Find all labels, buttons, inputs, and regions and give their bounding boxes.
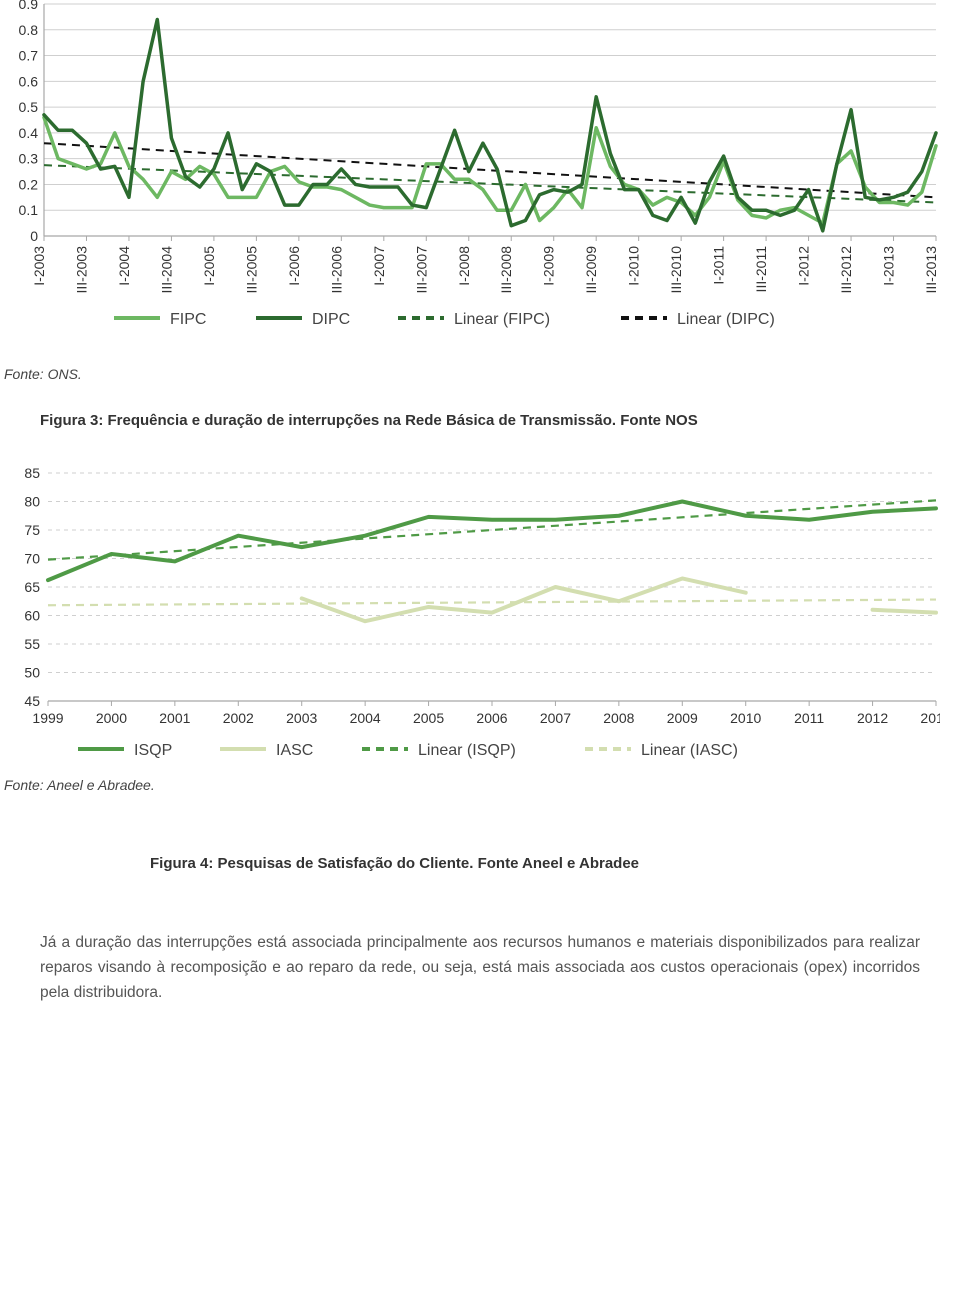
svg-text:IASC: IASC <box>276 742 313 759</box>
figure-4-caption: Figura 4: Pesquisas de Satisfação do Cli… <box>0 793 960 900</box>
svg-text:I-2004: I-2004 <box>116 246 132 286</box>
svg-text:I-2013: I-2013 <box>881 246 897 286</box>
svg-text:2000: 2000 <box>96 710 127 726</box>
svg-text:FIPC: FIPC <box>170 311 206 328</box>
svg-text:0.7: 0.7 <box>19 48 39 64</box>
svg-text:2012: 2012 <box>857 710 888 726</box>
svg-text:0.1: 0.1 <box>19 202 39 218</box>
svg-text:0.3: 0.3 <box>19 151 39 167</box>
chart-1-source: Fonte: ONS. <box>0 360 960 382</box>
svg-text:0: 0 <box>30 228 38 244</box>
svg-text:Linear (ISQP): Linear (ISQP) <box>418 742 516 759</box>
svg-text:III-2004: III-2004 <box>158 246 174 294</box>
svg-text:60: 60 <box>24 607 40 623</box>
svg-text:2005: 2005 <box>413 710 444 726</box>
svg-text:I-2012: I-2012 <box>796 246 812 286</box>
svg-text:1999: 1999 <box>32 710 63 726</box>
svg-text:2001: 2001 <box>159 710 190 726</box>
svg-text:2004: 2004 <box>350 710 381 726</box>
chart-2-container: 45 50 55 60 65 70 75 80 85 1999 2000 2001 2002 2003 20… <box>0 467 960 771</box>
svg-text:2013: 2013 <box>920 710 940 726</box>
svg-text:0.8: 0.8 <box>19 22 39 38</box>
svg-text:III-2006: III-2006 <box>328 246 344 294</box>
svg-text:50: 50 <box>24 664 40 680</box>
svg-text:80: 80 <box>24 493 40 509</box>
chart-1-container: 0 0.1 0.2 0.3 0.4 0.5 0.6 0.7 0.8 0.9 I-2003 III-20… <box>0 0 960 360</box>
svg-text:Linear (IASC): Linear (IASC) <box>641 742 738 759</box>
svg-text:III-2003: III-2003 <box>73 246 89 294</box>
chart-2-source: Fonte: Aneel e Abradee. <box>0 771 960 793</box>
svg-text:I-2011: I-2011 <box>711 246 727 285</box>
svg-text:0.9: 0.9 <box>19 0 39 12</box>
svg-text:III-2011: III-2011 <box>753 246 769 293</box>
svg-text:2008: 2008 <box>603 710 634 726</box>
svg-text:45: 45 <box>24 693 40 709</box>
svg-text:III-2012: III-2012 <box>838 246 854 294</box>
svg-text:2002: 2002 <box>223 710 254 726</box>
svg-text:I-2003: I-2003 <box>31 246 47 286</box>
svg-text:0.5: 0.5 <box>19 99 39 115</box>
svg-text:0.6: 0.6 <box>19 73 39 89</box>
body-paragraph: Já a duração das interrupções está assoc… <box>0 899 960 1029</box>
svg-text:I-2005: I-2005 <box>201 246 217 286</box>
svg-text:75: 75 <box>24 522 40 538</box>
svg-text:2006: 2006 <box>476 710 507 726</box>
svg-text:DIPC: DIPC <box>312 311 350 328</box>
svg-text:III-2007: III-2007 <box>413 246 429 294</box>
svg-text:Linear (FIPC): Linear (FIPC) <box>454 311 550 328</box>
svg-text:Linear (DIPC): Linear (DIPC) <box>677 311 775 328</box>
svg-text:ISQP: ISQP <box>134 742 172 759</box>
svg-text:2011: 2011 <box>794 710 824 726</box>
svg-text:III-2008: III-2008 <box>498 246 514 294</box>
svg-text:III-2009: III-2009 <box>583 246 599 294</box>
svg-text:0.2: 0.2 <box>19 176 39 192</box>
svg-text:III-2010: III-2010 <box>668 246 684 294</box>
svg-text:III-2013: III-2013 <box>923 246 939 294</box>
svg-text:I-2009: I-2009 <box>541 246 557 286</box>
svg-text:2009: 2009 <box>667 710 698 726</box>
svg-text:65: 65 <box>24 579 40 595</box>
svg-text:85: 85 <box>24 467 40 481</box>
figure-3-caption: Figura 3: Frequência e duração de interr… <box>0 382 960 457</box>
svg-text:2007: 2007 <box>540 710 571 726</box>
chart-2: 45 50 55 60 65 70 75 80 85 1999 2000 2001 2002 2003 20… <box>0 467 940 771</box>
svg-text:2003: 2003 <box>286 710 317 726</box>
svg-text:I-2010: I-2010 <box>626 246 642 286</box>
svg-text:2010: 2010 <box>730 710 761 726</box>
svg-text:III-2005: III-2005 <box>243 246 259 294</box>
chart-1: 0 0.1 0.2 0.3 0.4 0.5 0.6 0.7 0.8 0.9 I-2003 III-20… <box>0 0 940 360</box>
svg-text:I-2007: I-2007 <box>371 246 387 286</box>
svg-text:70: 70 <box>24 550 40 566</box>
svg-text:0.4: 0.4 <box>19 125 39 141</box>
svg-text:I-2008: I-2008 <box>456 246 472 286</box>
svg-text:55: 55 <box>24 636 40 652</box>
svg-text:I-2006: I-2006 <box>286 246 302 286</box>
